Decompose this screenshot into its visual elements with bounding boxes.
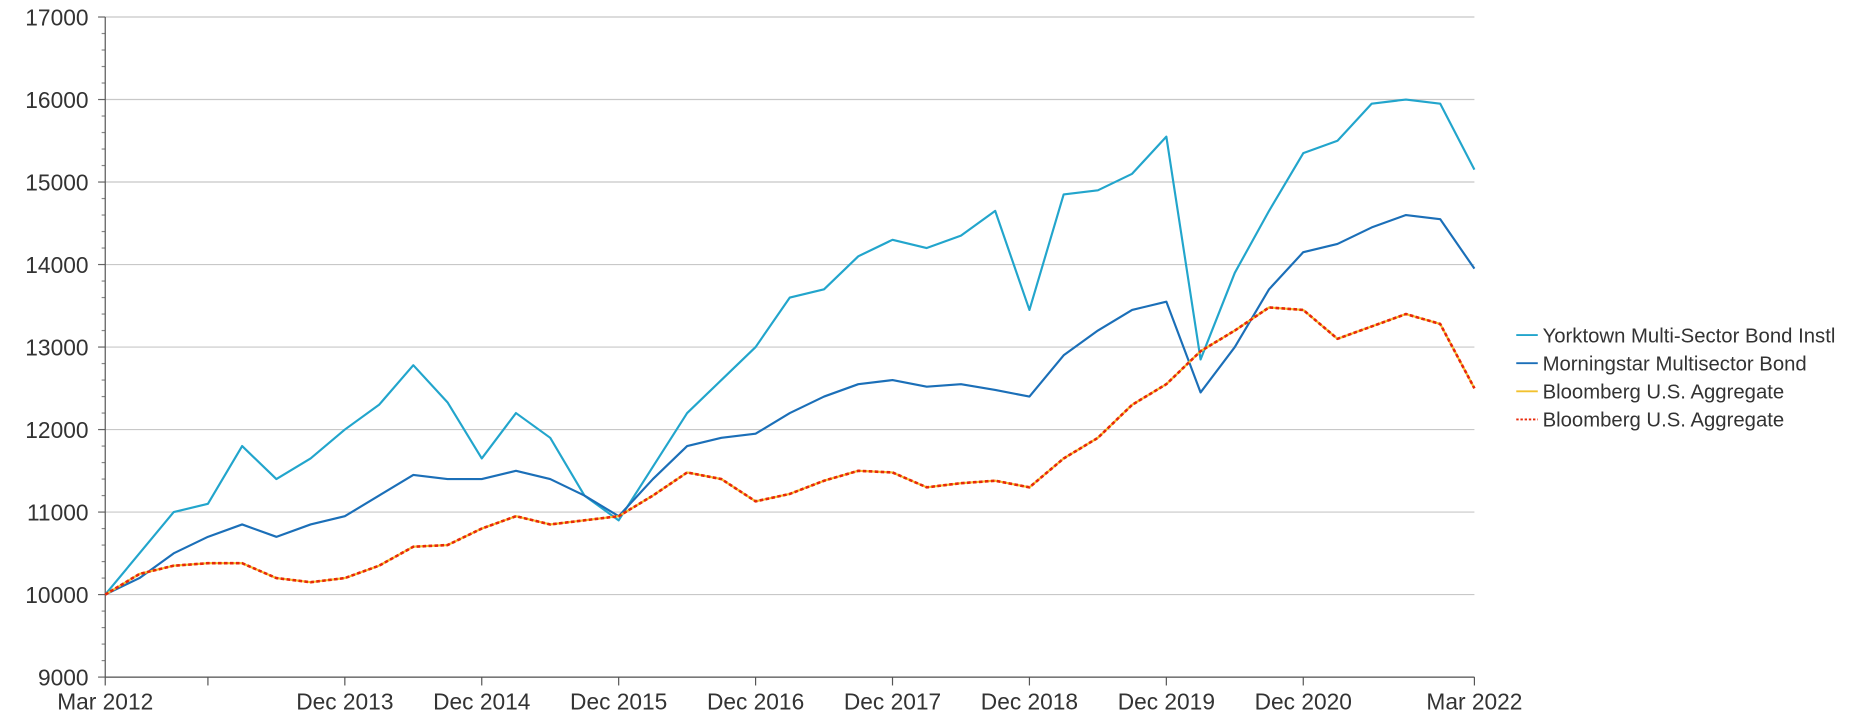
series-line	[104, 306, 1476, 596]
y-tick-label: 13000	[25, 334, 88, 360]
series-line	[104, 213, 1476, 596]
y-tick-label: 17000	[25, 4, 88, 30]
series-line	[104, 98, 1476, 596]
y-tick-label: 15000	[25, 169, 88, 195]
x-tick-label: Dec 2019	[1118, 688, 1215, 714]
y-tick-label: 10000	[25, 582, 88, 608]
x-tick-label: Dec 2018	[981, 688, 1078, 714]
legend-label: Morningstar Multisector Bond	[1543, 353, 1807, 375]
y-tick-label: 11000	[27, 499, 89, 525]
x-tick-label: Dec 2014	[433, 688, 530, 714]
y-tick-label: 9000	[38, 664, 89, 690]
x-tick-label: Dec 2013	[296, 688, 393, 714]
x-tick-label: Dec 2016	[707, 688, 804, 714]
y-tick-label: 14000	[25, 252, 88, 278]
legend: Yorktown Multi-Sector Bond Instl Mornings…	[1516, 325, 1836, 432]
y-tick-label: 12000	[25, 417, 88, 443]
x-tick-label: Dec 2017	[844, 688, 941, 714]
legend-label: Bloomberg U.S. Aggregate	[1543, 410, 1785, 432]
x-tick-label: Dec 2020	[1255, 688, 1352, 714]
x-tick-label: Mar 2022	[1426, 688, 1522, 714]
x-tick-label: Mar 2012	[57, 688, 153, 714]
series-line	[104, 306, 1476, 596]
legend-label: Yorktown Multi-Sector Bond Instl	[1543, 325, 1836, 347]
y-tick-label: 16000	[25, 87, 88, 113]
legend-label: Bloomberg U.S. Aggregate	[1543, 381, 1785, 403]
x-tick-label: Dec 2015	[570, 688, 667, 714]
